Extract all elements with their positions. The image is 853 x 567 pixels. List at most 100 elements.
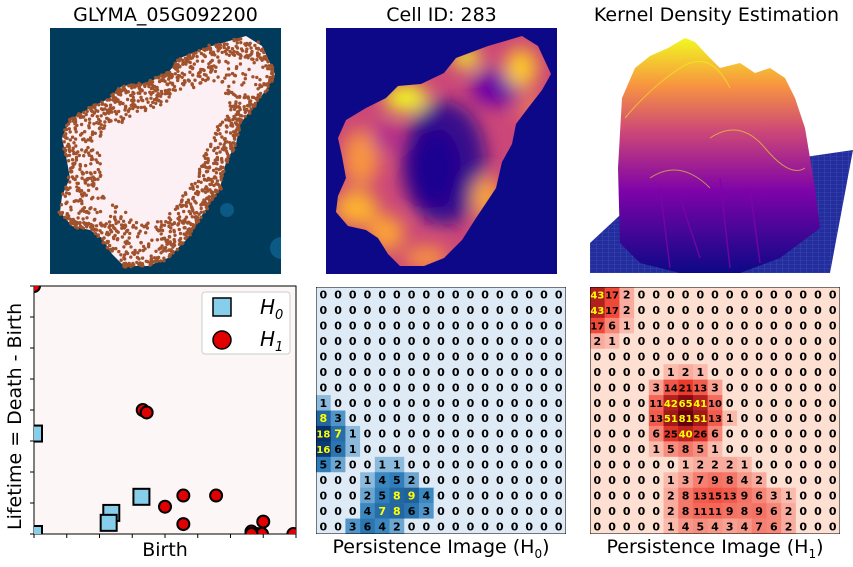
heatmap-label: 4	[364, 505, 372, 518]
transcript-point	[79, 122, 84, 127]
heatmap-cell	[418, 317, 434, 334]
heatmap-label: 0	[540, 520, 548, 533]
transcript-point	[222, 137, 227, 141]
heatmap-label: 0	[696, 320, 704, 333]
heatmap-cell	[634, 425, 650, 442]
heatmap-cell	[634, 287, 650, 303]
heatmap-label: 7	[696, 474, 704, 487]
heatmap-label: 0	[452, 320, 460, 333]
heatmap-label: 0	[799, 366, 807, 379]
heatmap-label: 0	[555, 459, 563, 472]
heatmap-label: 15	[708, 491, 722, 502]
heatmap-cell	[634, 395, 650, 411]
heatmap-label: 2	[785, 520, 793, 533]
heatmap-cell	[751, 395, 767, 411]
heatmap-label: 0	[452, 520, 460, 533]
transcript-point	[191, 73, 195, 77]
heatmap-cell	[507, 472, 523, 488]
heatmap-label: 0	[452, 474, 460, 487]
transcript-point	[113, 215, 117, 219]
heatmap-cell	[551, 503, 566, 519]
transcript-point	[232, 49, 236, 54]
transcript-point	[195, 185, 200, 189]
transcript-point	[85, 216, 89, 220]
heatmap-label: 0	[452, 428, 460, 441]
heatmap-cell	[795, 425, 811, 442]
transcript-point	[95, 187, 99, 191]
transcript-point	[204, 169, 209, 174]
transcript-point	[221, 170, 225, 174]
heatmap-label: 0	[755, 397, 763, 410]
heatmap-cell	[316, 472, 332, 488]
heatmap-label: 0	[364, 428, 372, 441]
transcript-point	[168, 253, 172, 257]
heatmap-label: 0	[334, 350, 342, 363]
transcript-point	[266, 67, 270, 71]
transcript-point	[213, 158, 218, 162]
heatmap-label: 0	[652, 459, 660, 472]
heatmap-label: 0	[814, 350, 822, 363]
heatmap-label: 0	[393, 412, 401, 425]
transcript-point	[119, 253, 123, 257]
heatmap-label: 0	[555, 335, 563, 348]
transcript-point	[115, 238, 120, 242]
heatmap-cell	[316, 333, 332, 350]
heatmap-label: 13	[693, 491, 707, 502]
heatmap-cell	[619, 348, 635, 365]
transcript-point	[101, 194, 105, 199]
heatmap-cell	[590, 518, 606, 534]
heatmap-label: 0	[814, 366, 822, 379]
heatmap-label: 0	[608, 505, 616, 518]
heatmap-cell	[737, 410, 753, 427]
transcript-point	[113, 109, 117, 114]
heatmap-cell	[663, 348, 679, 365]
heatmap-cell	[507, 425, 523, 442]
heatmap-label: 0	[741, 335, 749, 348]
transcript-point	[197, 70, 202, 75]
heatmap-label: 0	[755, 304, 763, 317]
transcript-point	[122, 255, 126, 260]
transcript-point	[159, 251, 163, 255]
transcript-point	[108, 223, 112, 228]
transcript-point	[191, 54, 196, 58]
heatmap-cell	[389, 287, 405, 303]
transcript-point	[210, 195, 214, 199]
heatmap-cell	[825, 456, 840, 473]
heatmap-cell	[722, 441, 738, 458]
transcript-point	[235, 51, 240, 55]
heatmap-label: 0	[511, 350, 519, 363]
transcript-point	[159, 103, 163, 107]
transcript-point	[86, 151, 91, 155]
heatmap-label: 0	[741, 366, 749, 379]
heatmap-label: 0	[829, 489, 837, 502]
heatmap-cell	[360, 287, 376, 303]
transcript-point	[64, 127, 69, 132]
transcript-point	[235, 110, 240, 114]
heatmap-label: 0	[555, 320, 563, 333]
heatmap-cell	[521, 456, 537, 473]
transcript-point	[128, 231, 132, 236]
transcript-point	[225, 157, 229, 161]
heatmap-label: 0	[525, 289, 533, 302]
heatmap-label: 0	[511, 443, 519, 456]
transcript-point	[106, 241, 110, 245]
heatmap-cell	[521, 379, 537, 396]
heatmap-cell	[521, 364, 537, 380]
heatmap-cell	[316, 425, 332, 442]
cell-boundary	[60, 36, 275, 266]
transcript-point	[84, 193, 88, 197]
heatmap-cell	[330, 287, 346, 303]
transcript-point	[192, 85, 196, 90]
heatmap-cell	[707, 456, 723, 473]
heatmap-cell	[781, 348, 797, 365]
transcript-point	[196, 179, 201, 184]
heatmap-label: 0	[364, 366, 372, 379]
heatmap-label: 0	[334, 381, 342, 394]
transcript-point	[193, 181, 197, 186]
heatmap-label: 3	[770, 489, 778, 502]
h1-point	[139, 405, 154, 420]
heatmap-cell	[536, 395, 552, 411]
transcript-point	[243, 73, 248, 77]
heatmap-label: 10	[708, 399, 722, 410]
heatmap-label: 0	[481, 304, 489, 317]
